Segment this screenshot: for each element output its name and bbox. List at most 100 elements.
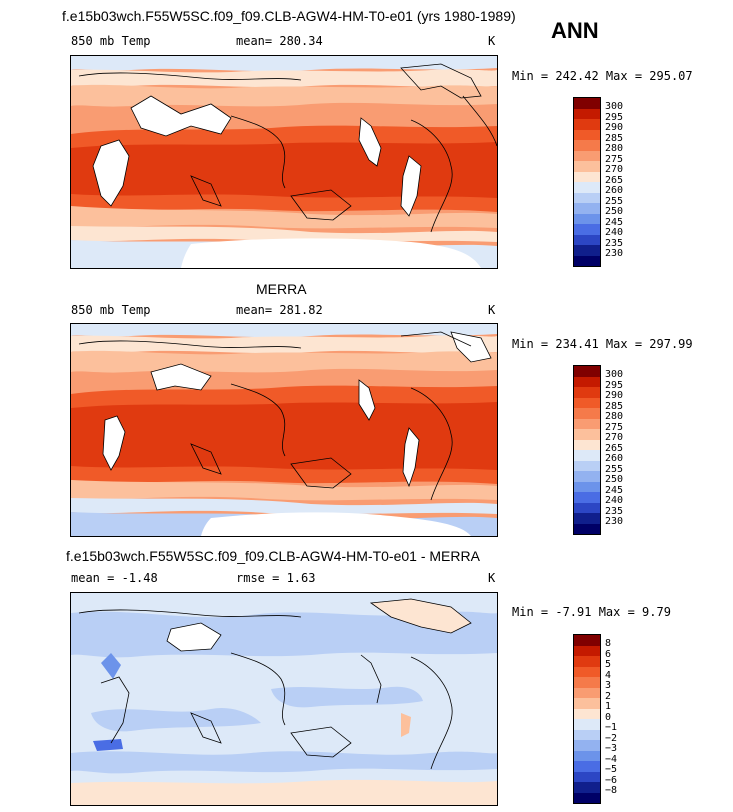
panel-2-colorbar-tick: 265 <box>605 442 624 454</box>
panel-1-colorbar-tick: 235 <box>605 237 624 249</box>
panel-2-colorbar-tick: 290 <box>605 390 624 401</box>
panel-3-colorbar-tick: −4 <box>605 753 618 765</box>
panel-1-colorbar-box <box>574 234 600 245</box>
panel-3-colorbar-box <box>574 771 600 782</box>
panel-1-colorbar-box <box>574 108 600 119</box>
panel-2-mean-label: mean= 281.82 <box>236 303 323 317</box>
panel-3-colorbar-box <box>574 708 600 719</box>
panel-2-map-svg <box>71 324 497 536</box>
panel-1-colorbar-tick: 230 <box>605 248 624 259</box>
panel-2-colorbar-box <box>574 366 600 377</box>
panel-3-colorbar-tick: −5 <box>605 764 618 775</box>
panel-2-colorbar-tick: 235 <box>605 505 624 517</box>
panel-2-colorbar-tick: 295 <box>605 379 624 391</box>
panel-3-colorbar-box <box>574 761 600 772</box>
panel-3-colorbar-box <box>574 782 600 793</box>
panel-1-colorbar-box <box>574 98 600 109</box>
panel-3-colorbar-box <box>574 645 600 656</box>
panel-1-colorbar-box <box>574 129 600 140</box>
panel-3-colorbar-box <box>574 656 600 667</box>
panel-3-colorbar-tick: −6 <box>605 774 618 786</box>
panel-3-colorbar-tick: −1 <box>605 722 618 733</box>
panel-3-colorbar-tick: 5 <box>605 659 612 670</box>
panel-3-colorbar-box <box>574 792 600 803</box>
panel-3-colorbar-box <box>574 635 600 646</box>
panel-1-colorbar-tick: 265 <box>605 174 624 186</box>
panel-3-minmax: Min = -7.91 Max = 9.79 <box>512 605 671 619</box>
panel-2-colorbar-box <box>574 523 600 534</box>
panel-1-colorbar-tick: 270 <box>605 164 624 175</box>
panel-2-colorbar-box <box>574 418 600 429</box>
panel-2-colorbar-tick: 245 <box>605 484 624 496</box>
panel-1-colorbar-tick: 290 <box>605 122 624 133</box>
panel-2-colorbar-tick: 280 <box>605 411 624 422</box>
panel-1-colorbar-box <box>574 224 600 235</box>
panel-1-colorbar-box <box>574 140 600 151</box>
panel-3-colorbar-box <box>574 666 600 677</box>
panel-3-colorbar-tick: −2 <box>605 732 618 744</box>
panel-2-colorbar-box <box>574 397 600 408</box>
panel-1-colorbar-tick: 240 <box>605 227 624 238</box>
panel-2-colorbar-box <box>574 387 600 398</box>
panel-1-colorbar-tick: 260 <box>605 185 624 196</box>
panel-3-colorbar-box <box>574 687 600 698</box>
panel-2-colorbar-box <box>574 450 600 461</box>
panel-3-units: K <box>488 571 496 585</box>
panel-1-minmax: Min = 242.42 Max = 295.07 <box>512 69 693 83</box>
panel-2-colorbar <box>573 365 601 535</box>
panel-1-colorbar <box>573 97 601 267</box>
panel-1-title: f.e15b03wch.F55W5SC.f09_f09.CLB-AGW4-HM-… <box>62 8 516 24</box>
panel-2-colorbar-box <box>574 471 600 482</box>
panel-1-colorbar-box <box>574 192 600 203</box>
panel-3-colorbar-tick: 6 <box>605 648 612 660</box>
panel-2-colorbar-tick: 255 <box>605 463 624 475</box>
panel-3-colorbar-tick: 1 <box>605 701 612 712</box>
panel-2-map <box>70 323 498 537</box>
panel-1-variable-label: 850 mb Temp <box>71 34 151 48</box>
panel-2-colorbar-box <box>574 513 600 524</box>
panel-3-colorbar-box <box>574 729 600 740</box>
panel-2-colorbar-box <box>574 492 600 503</box>
panel-3-colorbar-box <box>574 677 600 688</box>
panel-2-colorbar-box <box>574 429 600 440</box>
panel-1-colorbar-tick: 295 <box>605 111 624 123</box>
panel-3-mean-label: mean = -1.48 <box>71 571 158 585</box>
panel-2-colorbar-box <box>574 408 600 419</box>
panel-1-colorbar-box <box>574 150 600 161</box>
panel-2-colorbar-box <box>574 502 600 513</box>
panel-1-colorbar-box <box>574 213 600 224</box>
panel-1-colorbar-tick: 285 <box>605 132 624 144</box>
panel-2-minmax: Min = 234.41 Max = 297.99 <box>512 337 693 351</box>
panel-2-colorbar-box <box>574 439 600 450</box>
panel-3-colorbar-box <box>574 698 600 709</box>
panel-2-colorbar-tick: 270 <box>605 432 624 443</box>
panel-3-colorbar-box <box>574 740 600 751</box>
panel-2-colorbar-box <box>574 481 600 492</box>
panel-1-colorbar-box <box>574 255 600 266</box>
panel-1-colorbar-box <box>574 245 600 256</box>
panel-3-map <box>70 592 498 806</box>
panel-3-colorbar-tick: 2 <box>605 690 612 702</box>
panel-3-rmse-label: rmse = 1.63 <box>236 571 316 585</box>
panel-2-colorbar-tick: 285 <box>605 400 624 412</box>
panel-1-colorbar-tick: 255 <box>605 195 624 207</box>
panel-1-colorbar-tick: 300 <box>605 101 624 112</box>
panel-1-map-svg <box>71 56 497 268</box>
panel-3-colorbar <box>573 634 601 804</box>
panel-3-colorbar-tick: 3 <box>605 680 612 691</box>
panel-2-colorbar-tick: 230 <box>605 516 624 527</box>
panel-3-colorbar-tick: −3 <box>605 743 618 754</box>
panel-2-colorbar-tick: 250 <box>605 474 624 485</box>
panel-1-colorbar-box <box>574 119 600 130</box>
panel-1-map <box>70 55 498 269</box>
panel-3-colorbar-tick: 8 <box>605 638 612 649</box>
panel-1-colorbar-box <box>574 182 600 193</box>
panel-2-colorbar-box <box>574 376 600 387</box>
panel-3-colorbar-tick: 4 <box>605 669 612 681</box>
panel-1-colorbar-box <box>574 171 600 182</box>
panel-1-colorbar-tick: 250 <box>605 206 624 217</box>
panel-1-mean-label: mean= 280.34 <box>236 34 323 48</box>
panel-3-colorbar-box <box>574 750 600 761</box>
panel-2-variable-label: 850 mb Temp <box>71 303 151 317</box>
panel-3-colorbar-tick: −8 <box>605 785 618 796</box>
